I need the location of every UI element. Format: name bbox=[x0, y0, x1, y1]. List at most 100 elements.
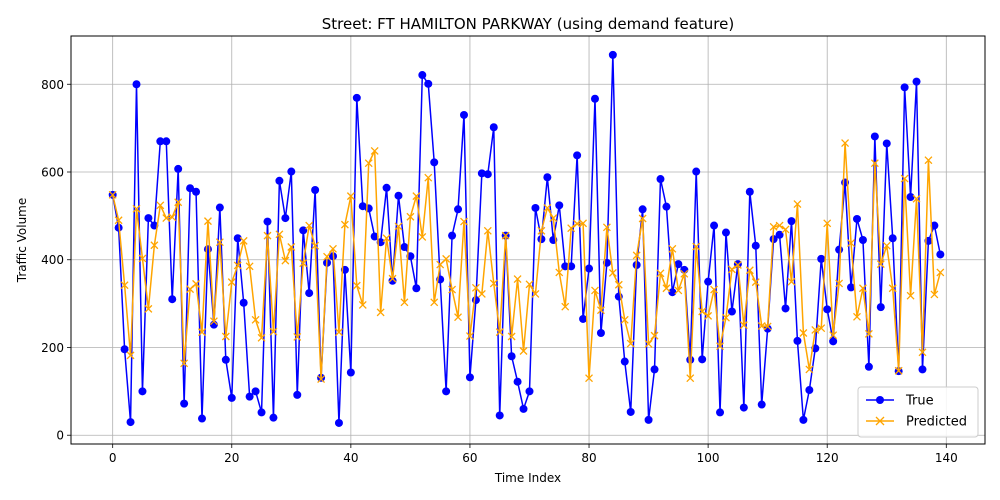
predicted-data-point bbox=[203, 217, 212, 226]
true-data-point bbox=[126, 418, 135, 427]
true-data-point bbox=[495, 411, 504, 420]
true-data-point bbox=[489, 123, 498, 132]
chart-title: Street: FT HAMILTON PARKWAY (using deman… bbox=[322, 15, 734, 33]
predicted-data-point bbox=[144, 304, 153, 313]
predicted-data-point bbox=[150, 241, 159, 250]
predicted-data-point bbox=[120, 281, 129, 290]
true-data-point bbox=[936, 250, 945, 259]
predicted-data-point bbox=[269, 327, 278, 336]
predicted-data-point bbox=[858, 284, 867, 293]
predicted-data-point bbox=[567, 224, 576, 233]
x-tick-label: 20 bbox=[224, 451, 239, 465]
true-data-point bbox=[555, 201, 564, 210]
true-data-point bbox=[662, 202, 671, 211]
predicted-data-point bbox=[686, 374, 695, 383]
predicted-data-point bbox=[561, 302, 570, 311]
true-data-point bbox=[698, 355, 707, 364]
predicted-data-point bbox=[710, 285, 719, 294]
predicted-data-point bbox=[668, 244, 677, 253]
true-data-point bbox=[620, 357, 629, 366]
predicted-data-point bbox=[287, 243, 296, 251]
true-data-point bbox=[573, 151, 582, 160]
predicted-data-point bbox=[507, 332, 516, 341]
true-data-point bbox=[430, 158, 439, 167]
predicted-data-point bbox=[192, 279, 201, 288]
predicted-data-point bbox=[471, 283, 480, 292]
predicted-data-point bbox=[614, 280, 623, 289]
predicted-data-point bbox=[662, 284, 671, 293]
predicted-data-point bbox=[900, 174, 909, 183]
legend-true-marker bbox=[876, 396, 884, 404]
predicted-data-point bbox=[329, 244, 337, 253]
predicted-data-point bbox=[543, 204, 552, 212]
true-data-point bbox=[870, 132, 879, 141]
true-data-point bbox=[757, 400, 766, 409]
axes-frame bbox=[70, 35, 986, 445]
predicted-data-point bbox=[334, 328, 343, 337]
predicted-data-point bbox=[412, 192, 421, 201]
predicted-data-point bbox=[132, 204, 141, 213]
predicted-data-point bbox=[906, 291, 915, 300]
x-tick-label: 120 bbox=[816, 451, 839, 465]
true-data-point bbox=[900, 83, 909, 92]
true-data-point bbox=[245, 392, 254, 401]
true-data-point bbox=[394, 191, 403, 200]
predicted-data-point bbox=[370, 146, 379, 155]
predicted-data-point bbox=[781, 225, 790, 234]
predicted-data-point bbox=[454, 313, 462, 322]
predicted-data-point bbox=[281, 256, 290, 265]
predicted-data-point bbox=[692, 242, 701, 251]
predicted-data-point bbox=[233, 261, 242, 270]
true-data-point bbox=[275, 176, 284, 185]
predicted-data-point bbox=[549, 214, 558, 223]
true-data-point bbox=[835, 245, 844, 254]
true-data-point bbox=[251, 387, 260, 396]
x-axis-label: Time Index bbox=[494, 471, 561, 485]
predicted-data-point bbox=[465, 332, 474, 341]
predicted-data-point bbox=[215, 238, 224, 247]
true-data-point bbox=[650, 365, 659, 374]
predicted-data-point bbox=[394, 222, 403, 231]
true-data-point bbox=[787, 217, 796, 226]
predicted-data-point bbox=[924, 156, 933, 165]
predicted-data-point bbox=[156, 201, 165, 210]
predicted-data-point bbox=[727, 265, 736, 274]
predicted-data-point bbox=[501, 231, 510, 240]
true-data-point bbox=[192, 187, 201, 196]
true-data-point bbox=[704, 277, 713, 286]
predicted-data-point bbox=[489, 279, 498, 288]
true-data-point bbox=[180, 399, 189, 408]
predicted-data-point bbox=[930, 290, 939, 299]
predicted-data-point bbox=[430, 298, 439, 307]
true-data-point bbox=[382, 183, 391, 192]
true-data-point bbox=[174, 164, 183, 173]
legend-true-label: True bbox=[905, 394, 934, 409]
predicted-data-point bbox=[829, 331, 838, 340]
predicted-data-point bbox=[626, 339, 635, 348]
predicted-data-point bbox=[340, 220, 349, 229]
true-data-point bbox=[257, 408, 266, 417]
true-data-point bbox=[144, 214, 153, 223]
true-data-point bbox=[864, 362, 873, 371]
predicted-data-point bbox=[864, 329, 873, 338]
true-data-point bbox=[412, 284, 421, 293]
true-data-point bbox=[168, 295, 177, 304]
true-data-point bbox=[293, 390, 302, 399]
predicted-data-point bbox=[460, 217, 468, 226]
predicted-data-point bbox=[352, 281, 361, 290]
true-data-point bbox=[680, 265, 689, 274]
true-data-point bbox=[305, 289, 314, 298]
predicted-data-point bbox=[477, 290, 486, 298]
x-tick-label: 140 bbox=[935, 451, 958, 465]
true-data-point bbox=[281, 214, 290, 223]
predicted-data-point bbox=[138, 254, 147, 263]
predicted-data-point bbox=[775, 221, 784, 230]
predicted-data-point bbox=[585, 374, 593, 383]
true-data-point bbox=[656, 175, 665, 184]
predicted-data-point bbox=[769, 222, 778, 231]
true-data-point bbox=[513, 377, 522, 386]
predicted-data-point bbox=[418, 232, 427, 241]
predicted-data-point bbox=[841, 139, 850, 148]
predicted-data-point bbox=[722, 313, 730, 322]
